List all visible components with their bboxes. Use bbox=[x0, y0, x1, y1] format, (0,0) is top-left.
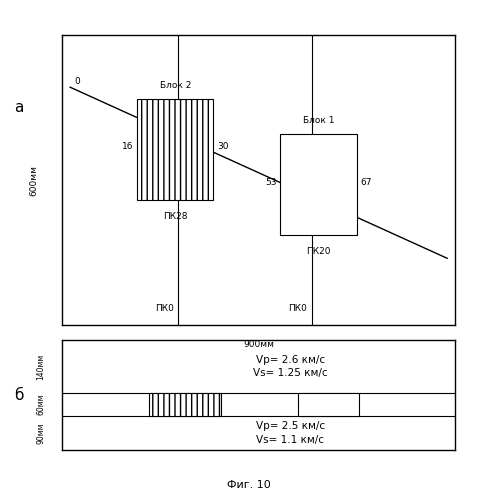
Text: ПК28: ПК28 bbox=[163, 212, 187, 221]
Text: Vp= 2.6 км/с: Vp= 2.6 км/с bbox=[255, 355, 325, 365]
Text: б: б bbox=[14, 388, 24, 402]
Text: 600мм: 600мм bbox=[29, 164, 38, 196]
Text: 140мм: 140мм bbox=[36, 354, 45, 380]
Text: ПК0: ПК0 bbox=[155, 304, 174, 314]
Bar bbox=[148, 393, 221, 416]
Text: 90мм: 90мм bbox=[36, 422, 45, 444]
Text: Фиг. 10: Фиг. 10 bbox=[227, 480, 271, 490]
Text: ПК0: ПК0 bbox=[288, 304, 308, 314]
Text: а: а bbox=[14, 100, 24, 115]
Text: 67: 67 bbox=[361, 178, 372, 188]
Text: 53: 53 bbox=[265, 178, 276, 188]
Bar bbox=[137, 99, 214, 200]
Text: 30: 30 bbox=[217, 142, 229, 151]
Text: 900мм: 900мм bbox=[243, 340, 274, 349]
Bar bbox=[148, 393, 221, 416]
Text: 16: 16 bbox=[122, 142, 133, 151]
Text: Vp= 2.5 км/с: Vp= 2.5 км/с bbox=[255, 422, 325, 432]
Text: Блок 2: Блок 2 bbox=[160, 81, 191, 90]
Text: 60мм: 60мм bbox=[36, 394, 45, 415]
Bar bbox=[280, 134, 357, 235]
Text: Блок 1: Блок 1 bbox=[303, 116, 334, 125]
Bar bbox=[298, 393, 359, 416]
Text: Vs= 1.1 км/с: Vs= 1.1 км/с bbox=[256, 434, 324, 444]
Bar bbox=[137, 99, 214, 200]
Text: Vs= 1.25 км/с: Vs= 1.25 км/с bbox=[253, 368, 327, 378]
Text: ПК20: ПК20 bbox=[306, 246, 331, 256]
Text: 0: 0 bbox=[74, 77, 80, 86]
